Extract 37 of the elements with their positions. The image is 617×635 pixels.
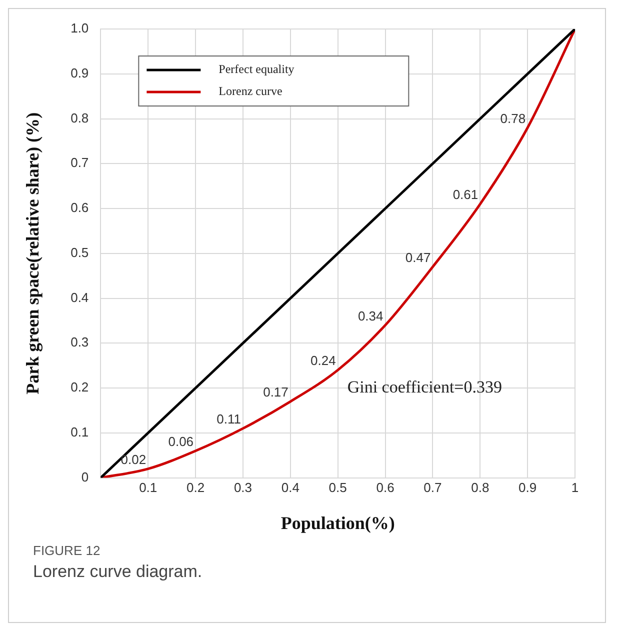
x-tick-label: 0.1 bbox=[139, 480, 158, 496]
data-label: 0.78 bbox=[500, 110, 526, 126]
y-tick-label: 0.1 bbox=[70, 424, 89, 440]
x-tick-label: 0.5 bbox=[328, 480, 347, 496]
legend-label: Perfect equality bbox=[218, 62, 294, 76]
y-tick-label: 0.9 bbox=[70, 65, 89, 80]
data-label: 0.06 bbox=[168, 434, 194, 449]
x-tick-label: 0.4 bbox=[281, 480, 300, 496]
text: Lorenz curve diagram. bbox=[33, 562, 204, 582]
y-tick-label: 0.3 bbox=[70, 334, 89, 350]
data-label: 0.17 bbox=[263, 384, 288, 400]
x-tick-label: 0.9 bbox=[518, 480, 537, 496]
y-tick-label: 0.8 bbox=[70, 110, 89, 126]
x-tick-label: 1 bbox=[571, 480, 579, 496]
y-tick-label: 0.7 bbox=[70, 155, 89, 170]
x-tick-label: 0.6 bbox=[376, 480, 394, 496]
data-label: 0.24 bbox=[310, 353, 336, 368]
data-label: 0.47 bbox=[405, 250, 431, 265]
x-axis-title: Population(%) bbox=[280, 512, 395, 533]
data-label: 0.34 bbox=[358, 308, 384, 324]
data-label: 0.02 bbox=[120, 452, 146, 467]
y-tick-label: 0.5 bbox=[70, 244, 89, 260]
annotation: Gini coefficient=0.339 bbox=[347, 378, 502, 397]
x-tick-label: 0.3 bbox=[234, 480, 252, 496]
x-tick-label: 0.2 bbox=[186, 480, 205, 496]
x-tick-label: 0.8 bbox=[471, 480, 490, 496]
caption: FIGURE 12 bbox=[33, 543, 102, 558]
y-tick-label: 1.0 bbox=[70, 20, 89, 36]
legend-label: Lorenz curve bbox=[218, 84, 282, 98]
y-tick-label: 0.4 bbox=[70, 290, 89, 305]
x-tick-label: 0.7 bbox=[424, 480, 442, 496]
y-tick-label: 0 bbox=[81, 469, 89, 484]
data-label: 0.11 bbox=[216, 412, 241, 427]
y-tick-label: 0.6 bbox=[70, 200, 89, 216]
y-axis-title: Park green space(relative share) (%) bbox=[22, 112, 42, 394]
y-tick-label: 0.2 bbox=[70, 380, 89, 395]
data-label: 0.61 bbox=[452, 187, 478, 202]
